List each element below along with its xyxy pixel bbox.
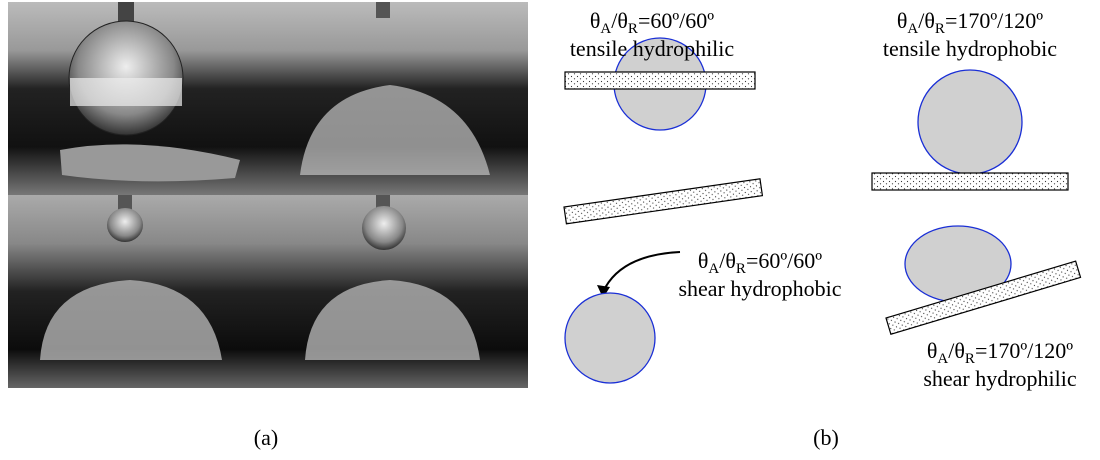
angle-text: /θ [719,248,736,273]
caption: shear hydrophilic [923,366,1077,391]
angle-text: θ [897,8,908,33]
droplet-reflection [70,78,182,106]
caption: shear hydrophobic [678,276,841,301]
angle-text: =60º/60º [638,8,714,33]
photo-panel [8,2,528,388]
contact-angle: θA/θR=170º/120º [897,8,1043,37]
subscript: A [907,21,918,37]
caption: tensile hydrophilic [570,36,735,61]
droplet [107,208,143,242]
diagram-4 [886,226,1081,334]
plate [872,173,1068,190]
contact-angle: θA/θR=60º/60º [698,248,822,277]
subscript: R [628,21,638,37]
angle-text: =170º/120º [945,8,1043,33]
angle-text: /θ [918,8,935,33]
subscript: A [708,261,719,277]
droplet [362,206,406,250]
angle-text: θ [927,338,938,363]
plate [565,72,755,89]
angle-text: =170º/120º [975,338,1073,363]
angle-text: θ [698,248,709,273]
figure: (a) (b) θA/θR=60º/60ºtensile hydrophilic… [0,0,1100,460]
angle-text: =60º/60º [746,248,822,273]
panel-label: (b) [813,425,839,450]
droplet [565,293,655,383]
angle-text: /θ [611,8,628,33]
plate [564,179,762,224]
caption: tensile hydrophobic [883,36,1057,61]
needle [376,2,390,18]
panel-label: (a) [254,425,278,450]
contact-angle: θA/θR=60º/60º [590,8,714,37]
subscript: R [935,21,945,37]
diagram-3 [872,70,1068,190]
subscript: R [965,351,975,367]
angle-text: /θ [948,338,965,363]
angle-text: θ [590,8,601,33]
subscript: A [600,21,611,37]
droplet [918,70,1022,174]
arrow [603,252,680,292]
contact-angle: θA/θR=170º/120º [927,338,1073,367]
subscript: R [736,261,746,277]
subscript: A [937,351,948,367]
